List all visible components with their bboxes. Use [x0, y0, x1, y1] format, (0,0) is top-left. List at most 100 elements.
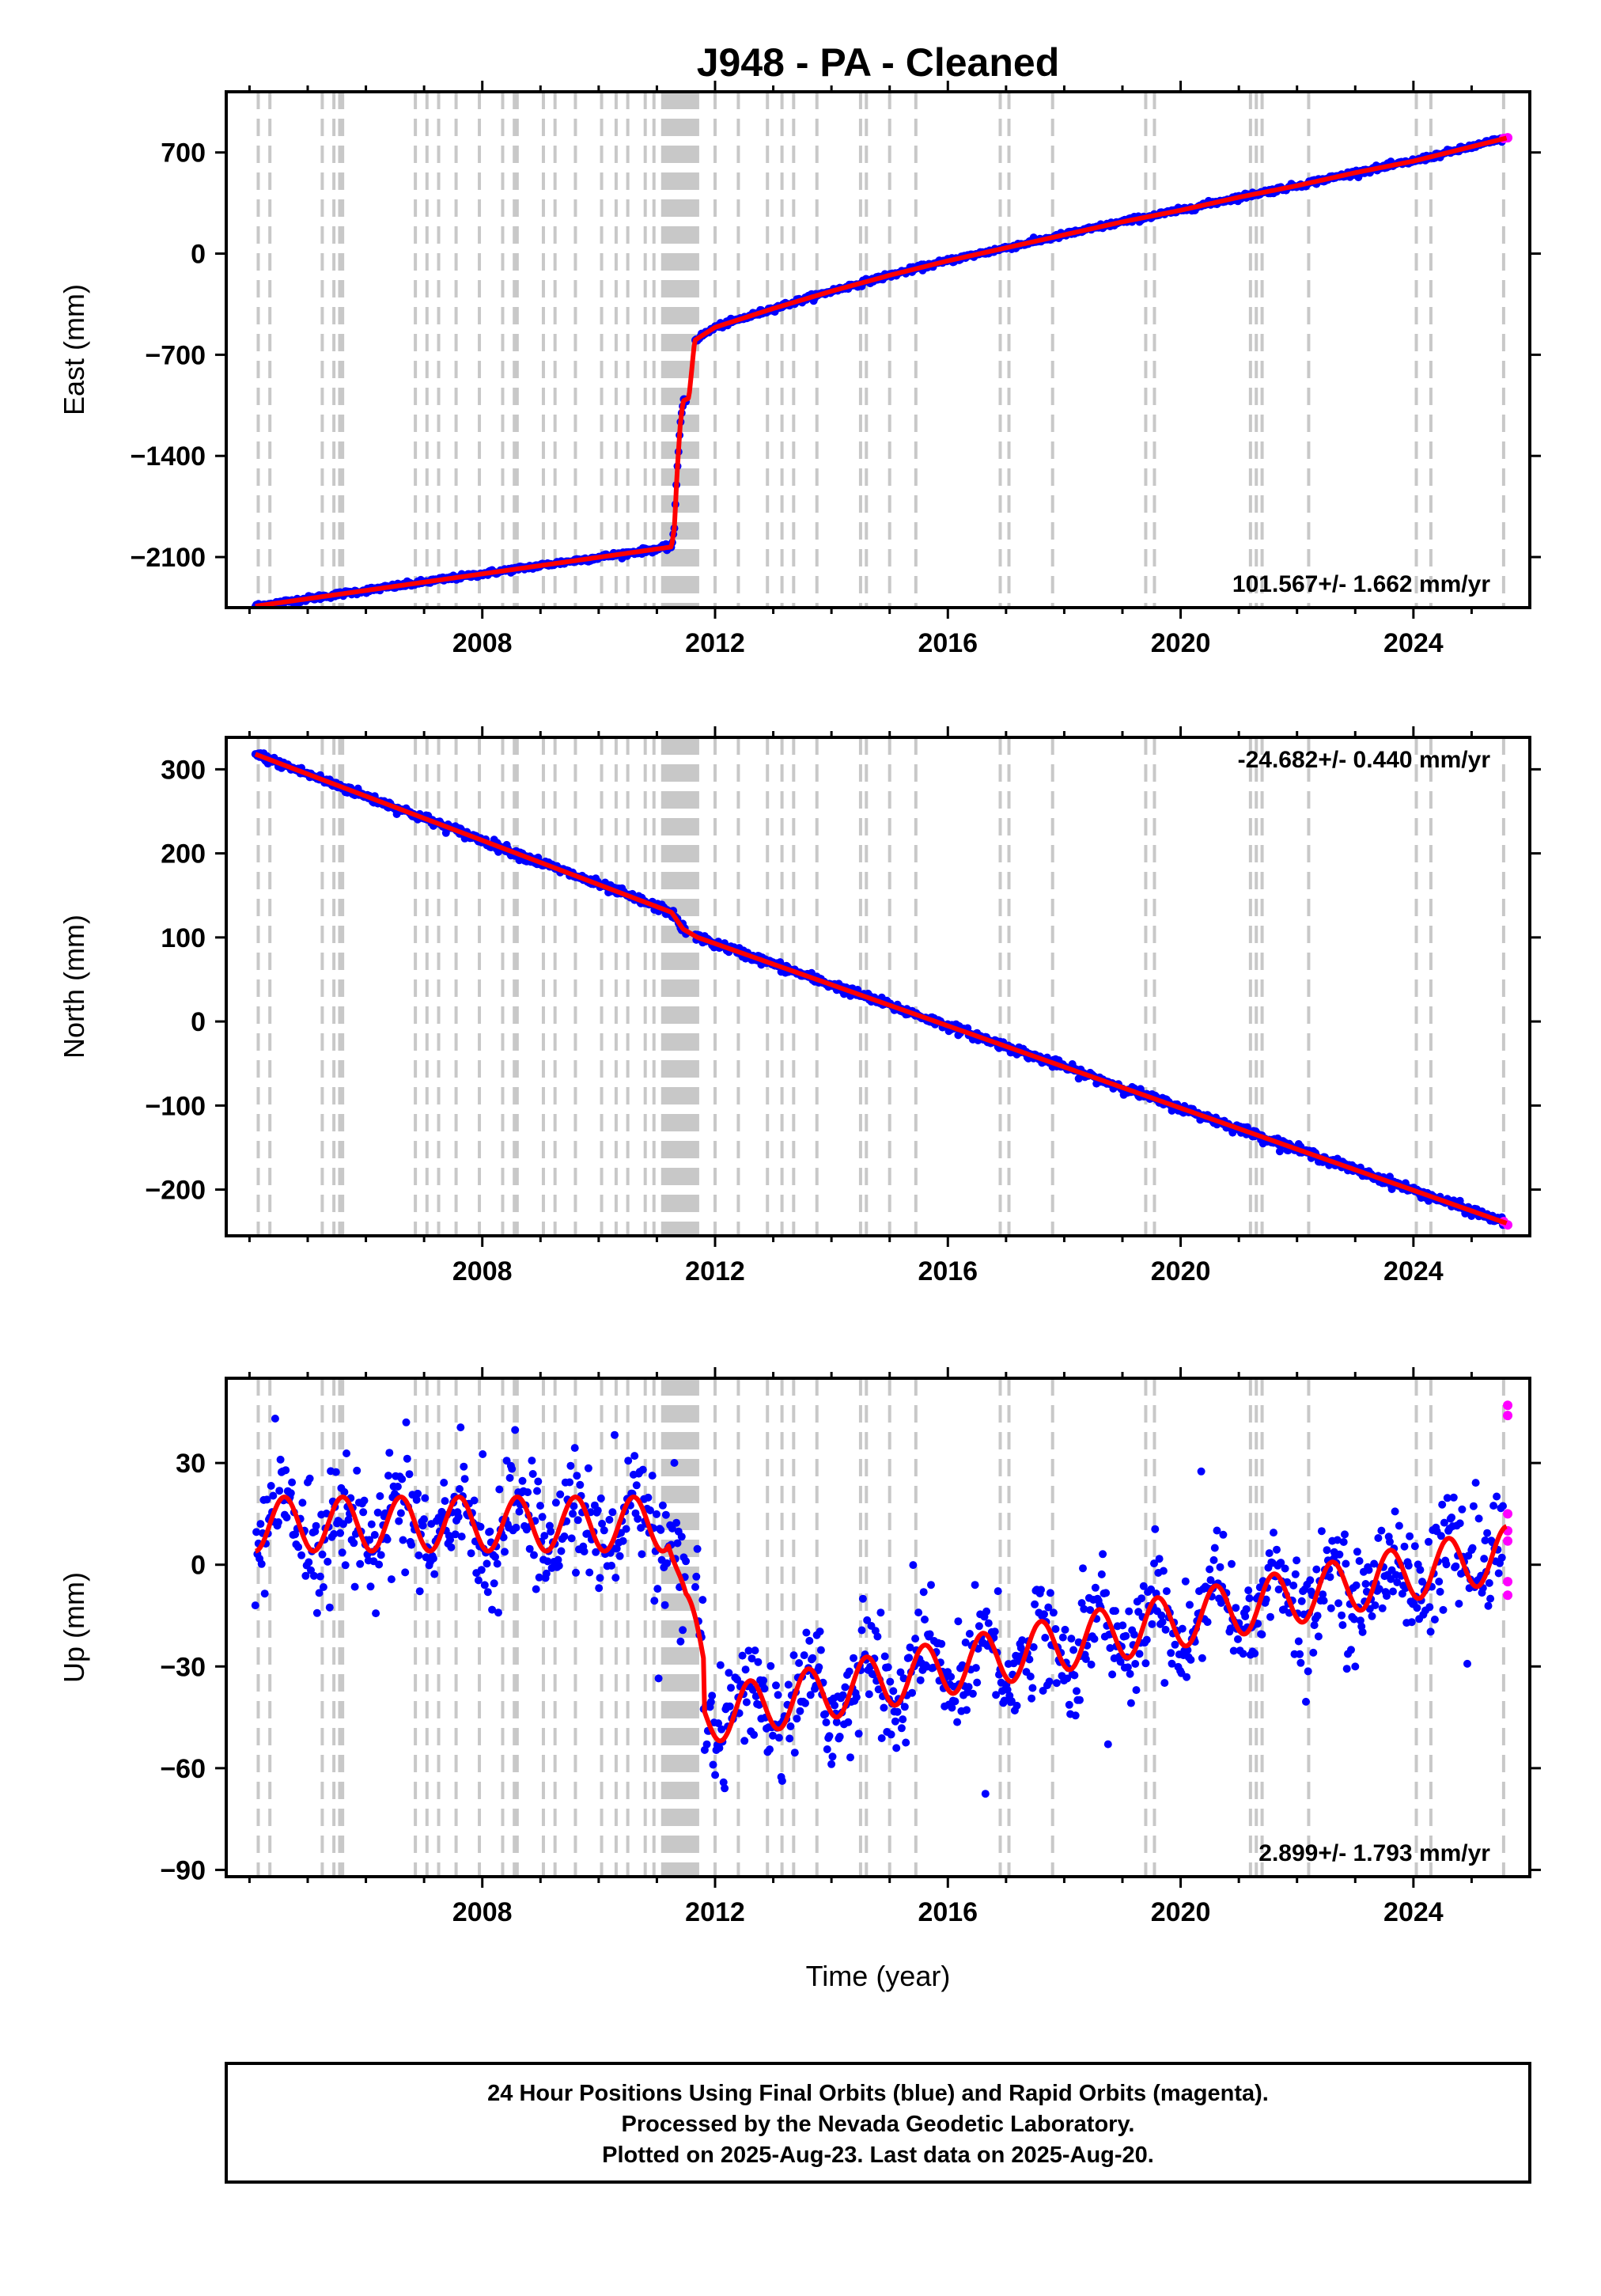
- up-final-orbit-point: [644, 1493, 653, 1502]
- up-final-orbit-point: [748, 1685, 757, 1694]
- up-final-orbit-point: [377, 1551, 385, 1559]
- up-final-orbit-point: [554, 1562, 563, 1570]
- up-final-orbit-point: [1025, 1655, 1034, 1664]
- up-final-orbit-point: [1141, 1659, 1150, 1668]
- up-final-orbit-point: [630, 1452, 639, 1461]
- up-final-orbit-point: [350, 1539, 358, 1548]
- up-final-orbit-point: [1097, 1570, 1106, 1578]
- up-final-orbit-point: [600, 1526, 608, 1535]
- up-final-orbit-point: [863, 1616, 872, 1624]
- up-final-orbit-point: [479, 1450, 487, 1458]
- up-final-orbit-point: [1309, 1648, 1318, 1657]
- up-final-orbit-point: [822, 1718, 831, 1726]
- up-final-orbit-point: [727, 1684, 735, 1692]
- up-final-orbit-point: [330, 1529, 339, 1538]
- up-final-orbit-point: [365, 1536, 374, 1544]
- up-final-orbit-point: [1463, 1659, 1471, 1668]
- up-final-orbit-point: [751, 1646, 759, 1655]
- up-final-orbit-point: [1304, 1667, 1312, 1676]
- up-final-orbit-point: [566, 1478, 574, 1487]
- up-final-orbit-point: [858, 1594, 867, 1603]
- up-final-orbit-point: [480, 1581, 489, 1589]
- up-final-orbit-point: [846, 1753, 854, 1762]
- up-final-orbit-point: [269, 1491, 278, 1500]
- up-final-orbit-point: [490, 1579, 498, 1588]
- up-final-orbit-point: [886, 1677, 895, 1686]
- up-final-orbit-point: [421, 1494, 430, 1502]
- up-final-orbit-point: [1079, 1564, 1087, 1573]
- up-final-orbit-point: [470, 1496, 479, 1505]
- up-final-orbit-point: [1358, 1627, 1367, 1636]
- up-final-orbit-point: [456, 1423, 465, 1432]
- up-final-orbit-point: [634, 1514, 642, 1523]
- up-final-orbit-point: [660, 1601, 669, 1609]
- up-final-orbit-point: [1294, 1637, 1303, 1646]
- up-final-orbit-point: [477, 1566, 486, 1574]
- up-final-orbit-point: [801, 1699, 809, 1707]
- up-final-orbit-point: [653, 1510, 660, 1518]
- up-x-tick-label: 2016: [918, 1897, 978, 1927]
- up-final-orbit-point: [823, 1745, 831, 1753]
- up-final-orbit-point: [556, 1490, 565, 1498]
- up-final-orbit-point: [961, 1639, 970, 1646]
- up-final-orbit-point: [1313, 1612, 1322, 1620]
- up-final-orbit-point: [1148, 1620, 1156, 1628]
- up-final-orbit-point: [880, 1703, 888, 1712]
- up-rate-label: 2.899+/- 1.793 mm/yr: [1258, 1840, 1490, 1866]
- up-final-orbit-point: [315, 1589, 324, 1597]
- up-final-orbit-point: [256, 1520, 265, 1529]
- up-final-orbit-point: [528, 1470, 537, 1478]
- up-final-orbit-point: [1157, 1611, 1166, 1620]
- up-final-orbit-point: [1130, 1631, 1138, 1639]
- north-rate-label: -24.682+/- 0.440 mm/yr: [1238, 747, 1491, 773]
- up-final-orbit-point: [1244, 1586, 1253, 1595]
- up-final-orbit-point: [1347, 1646, 1355, 1654]
- up-final-orbit-point: [1339, 1538, 1348, 1546]
- up-final-orbit-point: [1111, 1607, 1119, 1616]
- up-final-orbit-point: [399, 1536, 407, 1544]
- up-final-orbit-point: [341, 1561, 350, 1570]
- up-final-orbit-point: [511, 1426, 520, 1434]
- up-final-orbit-point: [748, 1654, 756, 1663]
- up-final-orbit-point: [906, 1643, 914, 1652]
- up-final-orbit-point: [1296, 1650, 1304, 1658]
- up-final-orbit-point: [925, 1630, 934, 1639]
- up-final-orbit-point: [1162, 1587, 1171, 1596]
- up-final-orbit-point: [691, 1582, 699, 1591]
- up-final-orbit-point: [1213, 1526, 1221, 1535]
- up-final-orbit-point: [982, 1607, 991, 1616]
- up-final-orbit-point: [611, 1430, 619, 1439]
- up-final-orbit-point: [1116, 1658, 1125, 1666]
- up-final-orbit-point: [668, 1524, 676, 1533]
- up-final-orbit-point: [1430, 1616, 1439, 1623]
- up-final-orbit-point: [376, 1492, 384, 1500]
- up-final-orbit-point: [580, 1548, 589, 1555]
- up-final-orbit-point: [800, 1651, 808, 1660]
- up-final-orbit-point: [902, 1738, 910, 1747]
- figure-title: J948 - PA - Cleaned: [697, 40, 1060, 85]
- up-final-orbit-point: [1229, 1646, 1238, 1655]
- up-final-orbit-point: [267, 1482, 275, 1490]
- up-final-orbit-point: [486, 1527, 494, 1536]
- up-final-orbit-point: [838, 1691, 847, 1699]
- up-final-orbit-point: [460, 1475, 469, 1483]
- up-final-orbit-point: [547, 1527, 555, 1536]
- up-final-orbit-point: [1493, 1492, 1501, 1501]
- up-final-orbit-point: [891, 1717, 899, 1726]
- up-final-orbit-point: [1058, 1633, 1067, 1642]
- up-final-orbit-point: [499, 1533, 508, 1542]
- up-final-orbit-point: [1181, 1577, 1190, 1586]
- up-final-orbit-point: [670, 1459, 679, 1467]
- up-final-orbit-point: [1003, 1685, 1012, 1694]
- up-final-orbit-point: [750, 1730, 759, 1739]
- up-final-orbit-point: [1400, 1542, 1409, 1551]
- up-final-orbit-point: [1266, 1612, 1274, 1621]
- up-final-orbit-point: [1413, 1604, 1421, 1612]
- up-final-orbit-point: [538, 1513, 547, 1521]
- up-final-orbit-point: [1326, 1573, 1334, 1582]
- up-final-orbit-point: [1131, 1660, 1140, 1668]
- up-final-orbit-point: [573, 1472, 581, 1480]
- up-final-orbit-point: [1389, 1587, 1397, 1596]
- up-final-orbit-point: [297, 1551, 306, 1559]
- up-final-orbit-point: [1342, 1665, 1351, 1673]
